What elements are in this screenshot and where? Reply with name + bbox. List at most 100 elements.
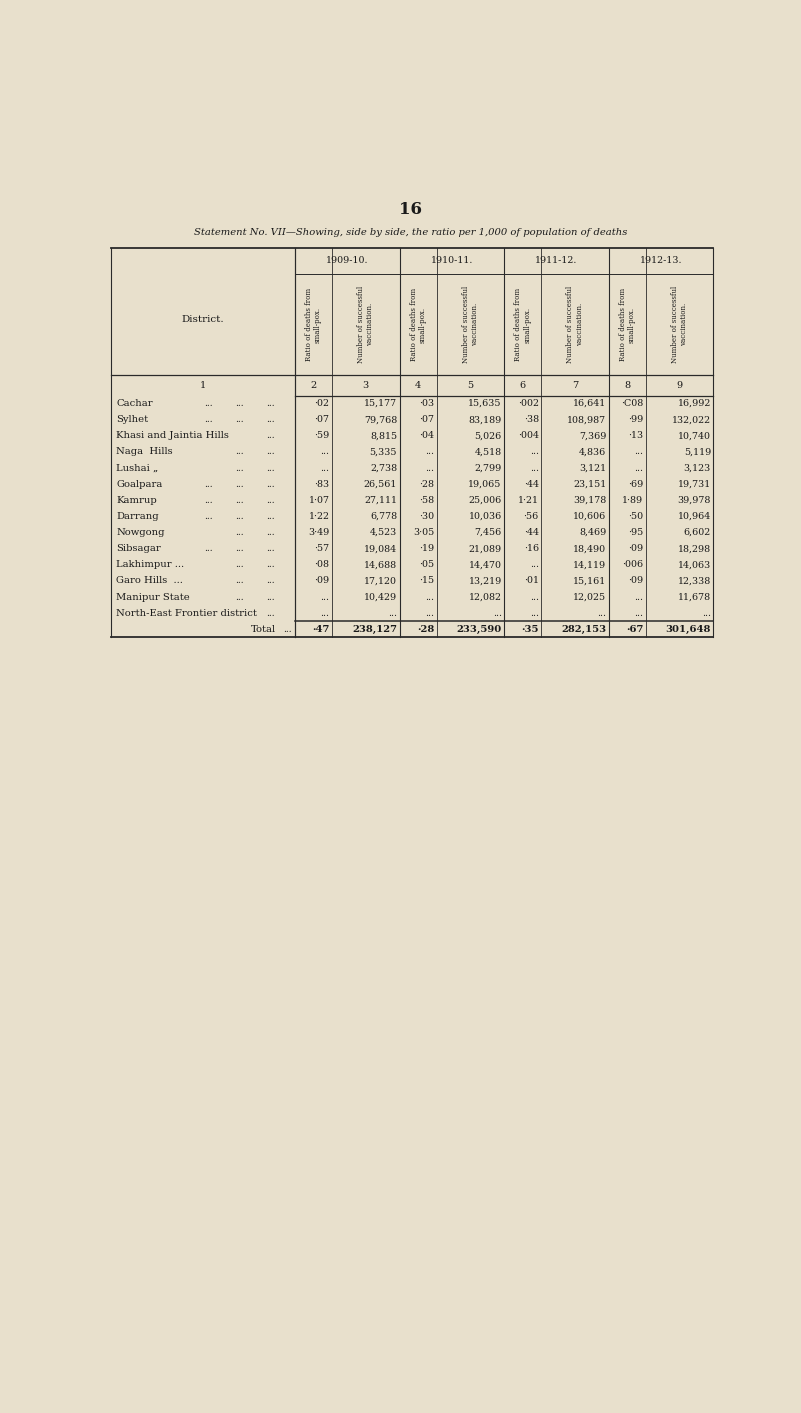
Text: Lushai „: Lushai „ xyxy=(116,463,159,472)
Text: 1912-13.: 1912-13. xyxy=(640,256,682,266)
Text: 1909-10.: 1909-10. xyxy=(326,256,368,266)
Text: ...: ... xyxy=(702,609,711,617)
Text: 1·22: 1·22 xyxy=(308,512,329,521)
Text: ·19: ·19 xyxy=(419,544,434,554)
Text: 10,606: 10,606 xyxy=(573,512,606,521)
Text: 14,063: 14,063 xyxy=(678,561,711,569)
Text: 233,590: 233,590 xyxy=(457,625,501,634)
Text: ·C08: ·C08 xyxy=(622,398,643,408)
Text: ...: ... xyxy=(267,561,276,569)
Text: Number of successful
vaccination.: Number of successful vaccination. xyxy=(462,285,479,363)
Text: Ratio of deaths from
small-pox.: Ratio of deaths from small-pox. xyxy=(619,288,636,362)
Text: ·08: ·08 xyxy=(315,561,329,569)
Text: 5,119: 5,119 xyxy=(684,448,711,456)
Text: 8: 8 xyxy=(624,382,630,390)
Text: Sibsagar: Sibsagar xyxy=(116,544,161,554)
Text: ·57: ·57 xyxy=(315,544,329,554)
Text: 13,219: 13,219 xyxy=(469,577,501,585)
Text: ·44: ·44 xyxy=(524,528,539,537)
Text: ·67: ·67 xyxy=(626,625,643,634)
Text: ...: ... xyxy=(267,592,276,602)
Text: 1·21: 1·21 xyxy=(517,496,539,504)
Text: ...: ... xyxy=(267,496,276,504)
Text: ...: ... xyxy=(320,463,329,472)
Text: ...: ... xyxy=(235,496,244,504)
Text: ·30: ·30 xyxy=(419,512,434,521)
Text: ...: ... xyxy=(204,398,213,408)
Text: ...: ... xyxy=(425,463,434,472)
Text: 83,189: 83,189 xyxy=(469,415,501,424)
Text: ...: ... xyxy=(320,609,329,617)
Text: 14,119: 14,119 xyxy=(574,561,606,569)
Text: 2,799: 2,799 xyxy=(474,463,501,472)
Text: ...: ... xyxy=(267,463,276,472)
Text: Garo Hills  ...: Garo Hills ... xyxy=(116,577,183,585)
Text: ...: ... xyxy=(267,609,276,617)
Text: ...: ... xyxy=(267,479,276,489)
Text: 25,006: 25,006 xyxy=(469,496,501,504)
Text: ·59: ·59 xyxy=(314,431,329,441)
Text: 5: 5 xyxy=(468,382,473,390)
Text: ·04: ·04 xyxy=(419,431,434,441)
Text: Khasi and Jaintia Hills: Khasi and Jaintia Hills xyxy=(116,431,229,441)
Text: 4,518: 4,518 xyxy=(475,448,501,456)
Text: ·09: ·09 xyxy=(315,577,329,585)
Text: ·56: ·56 xyxy=(524,512,539,521)
Text: 19,084: 19,084 xyxy=(364,544,397,554)
Text: 3: 3 xyxy=(363,382,369,390)
Text: 18,490: 18,490 xyxy=(574,544,606,554)
Text: 7,369: 7,369 xyxy=(579,431,606,441)
Text: 132,022: 132,022 xyxy=(672,415,711,424)
Text: ·15: ·15 xyxy=(419,577,434,585)
Text: 15,161: 15,161 xyxy=(573,577,606,585)
Text: ...: ... xyxy=(267,431,276,441)
Text: ...: ... xyxy=(529,448,539,456)
Text: 10,740: 10,740 xyxy=(678,431,711,441)
Text: ...: ... xyxy=(235,448,244,456)
Text: 3,121: 3,121 xyxy=(579,463,606,472)
Text: ...: ... xyxy=(388,609,397,617)
Text: ...: ... xyxy=(267,448,276,456)
Text: Ratio of deaths from
small-pox.: Ratio of deaths from small-pox. xyxy=(514,288,531,362)
Text: ...: ... xyxy=(425,448,434,456)
Text: ...: ... xyxy=(267,512,276,521)
Text: ·28: ·28 xyxy=(417,625,434,634)
Text: 4,836: 4,836 xyxy=(579,448,606,456)
Text: 8,469: 8,469 xyxy=(579,528,606,537)
Text: 19,731: 19,731 xyxy=(678,479,711,489)
Text: 19,065: 19,065 xyxy=(469,479,501,489)
Text: ·05: ·05 xyxy=(419,561,434,569)
Text: ·03: ·03 xyxy=(419,398,434,408)
Text: 4,523: 4,523 xyxy=(370,528,397,537)
Text: ·50: ·50 xyxy=(628,512,643,521)
Text: ...: ... xyxy=(204,479,213,489)
Text: ·07: ·07 xyxy=(315,415,329,424)
Text: ·09: ·09 xyxy=(628,577,643,585)
Text: 27,111: 27,111 xyxy=(364,496,397,504)
Text: ...: ... xyxy=(235,463,244,472)
Text: ...: ... xyxy=(284,625,292,634)
Text: 8,815: 8,815 xyxy=(370,431,397,441)
Text: 15,177: 15,177 xyxy=(364,398,397,408)
Text: ·09: ·09 xyxy=(628,544,643,554)
Text: 10,964: 10,964 xyxy=(678,512,711,521)
Text: Number of successful
vaccination.: Number of successful vaccination. xyxy=(566,285,584,363)
Text: 2: 2 xyxy=(311,382,316,390)
Text: ·38: ·38 xyxy=(524,415,539,424)
Text: ·004: ·004 xyxy=(517,431,539,441)
Text: ...: ... xyxy=(634,448,643,456)
Text: ...: ... xyxy=(529,592,539,602)
Text: 6,778: 6,778 xyxy=(370,512,397,521)
Text: ·47: ·47 xyxy=(312,625,329,634)
Text: 108,987: 108,987 xyxy=(567,415,606,424)
Text: ·01: ·01 xyxy=(524,577,539,585)
Text: ...: ... xyxy=(235,512,244,521)
Text: Cachar: Cachar xyxy=(116,398,153,408)
Text: 1910-11.: 1910-11. xyxy=(431,256,473,266)
Text: Darrang: Darrang xyxy=(116,512,159,521)
Text: 23,151: 23,151 xyxy=(573,479,606,489)
Text: 6,602: 6,602 xyxy=(684,528,711,537)
Text: Naga  Hills: Naga Hills xyxy=(116,448,173,456)
Text: ...: ... xyxy=(204,512,213,521)
Text: ·58: ·58 xyxy=(419,496,434,504)
